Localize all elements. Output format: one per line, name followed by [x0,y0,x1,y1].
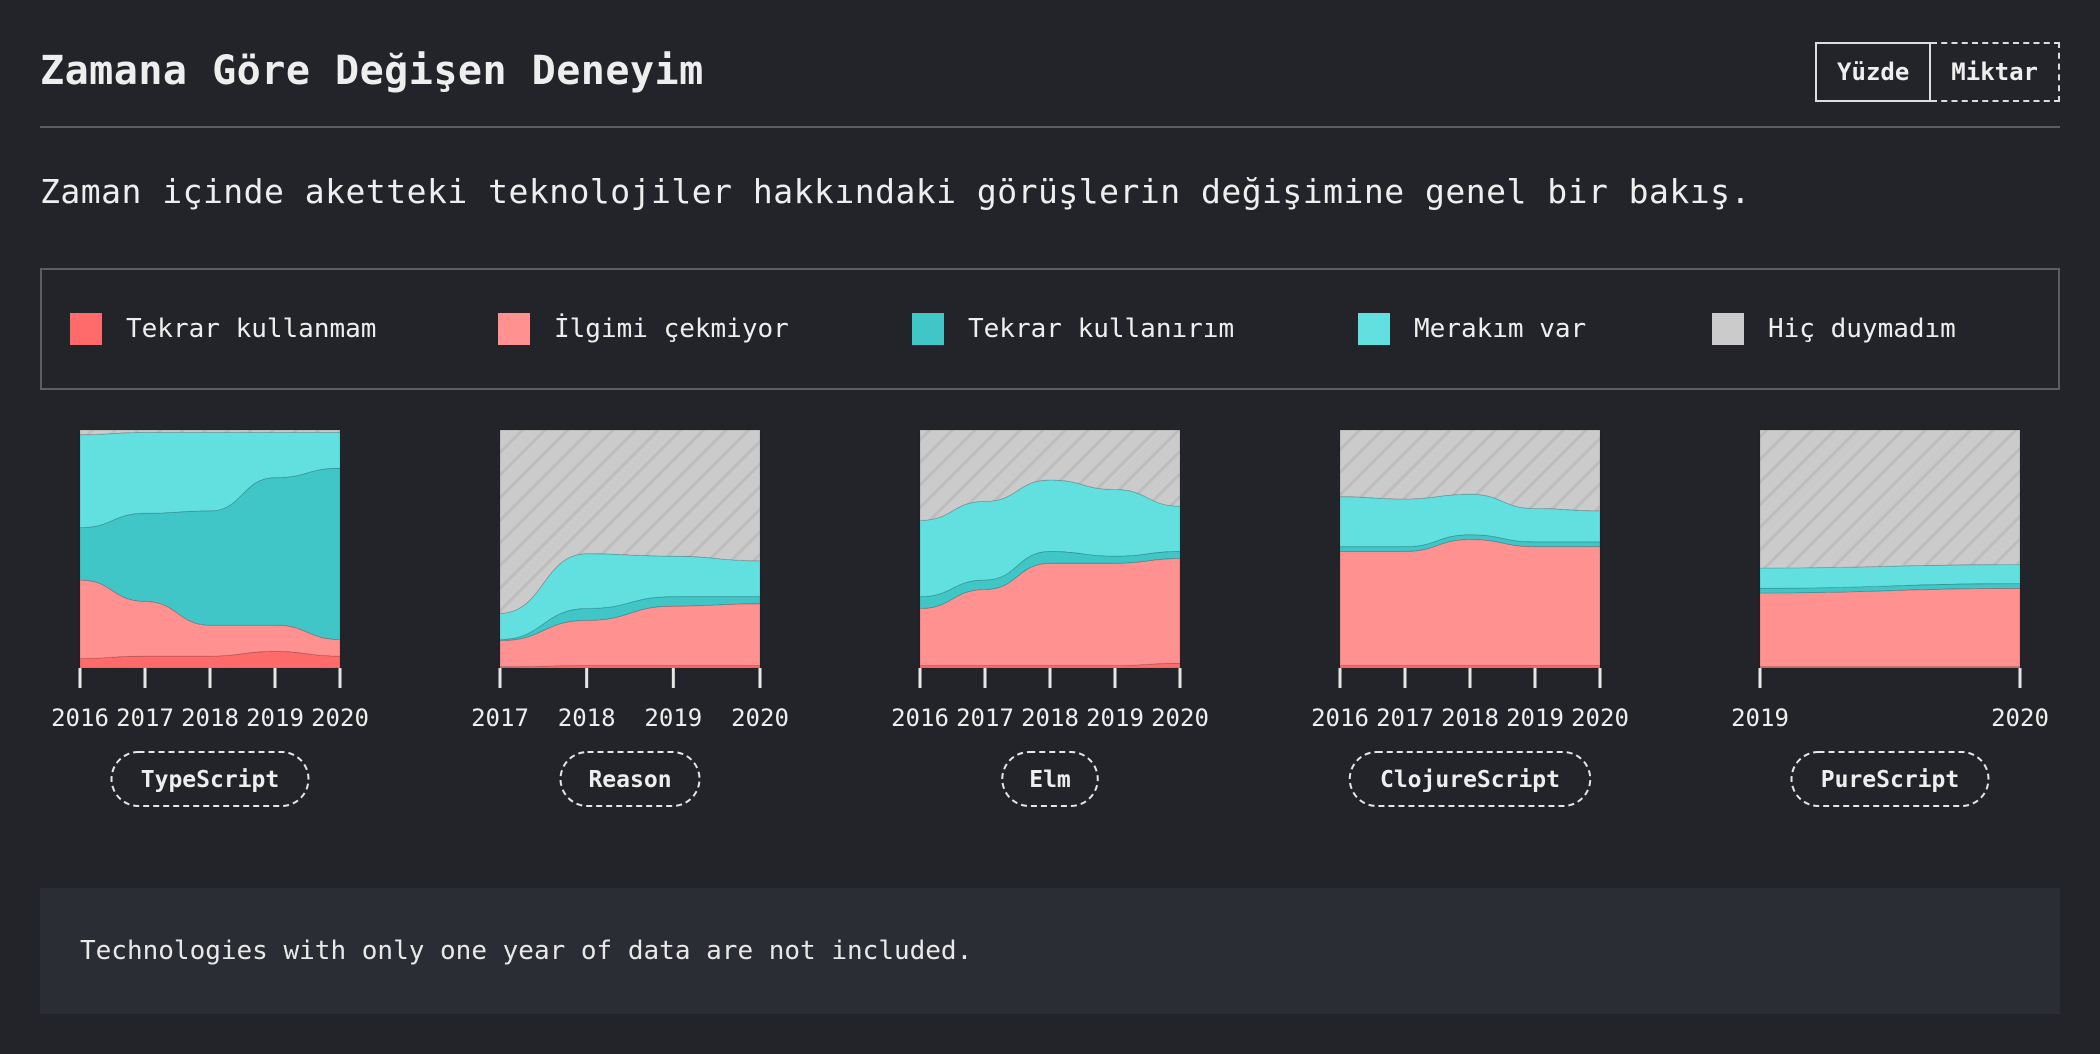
footnote: Technologies with only one year of data … [40,888,2060,1014]
area-hiç-duymadım[interactable] [919,429,1181,521]
chart-purescript: 2019 2020 PureScript [1731,429,2049,807]
x-axis-label: 2018 [1021,704,1079,732]
page-title: Zamana Göre Değişen Deneyim [40,48,704,94]
x-axis-label: 2020 [731,704,789,732]
legend: Tekrar kullanmam İlgimi çekmiyor Tekrar … [40,268,2060,390]
x-axis-label: 2016 [1311,704,1369,732]
x-axis-label: 2017 [116,704,174,732]
area-i̇lgimi-çekmiyor[interactable] [1339,538,1601,667]
legend-label: İlgimi çekmiyor [554,314,789,344]
header: Zamana Göre Değişen Deneyim Yüzde Miktar [40,40,2060,128]
chart-title: TypeScript [141,767,279,793]
x-axis-label: 2018 [1441,704,1499,732]
chart-title: ClojureScript [1380,767,1560,793]
chart-elm: 2016 2017 2018 2019 2020 Elm [891,429,1209,807]
percent-toggle-button[interactable]: Yüzde [1815,42,1932,102]
x-axis-label: 2020 [311,704,369,732]
area-hiç-duymadım[interactable] [1759,429,2021,569]
legend-swatch [1712,313,1744,345]
x-axis-label: 2019 [644,704,702,732]
x-axis-label: 2019 [246,704,304,732]
page-subtitle: Zaman içinde aketteki teknolojiler hakkı… [40,172,1751,211]
area-hiç-duymadım[interactable] [1339,429,1601,512]
legend-item-never-heard[interactable]: Hiç duymadım [1712,312,1956,346]
chart-title-pill[interactable] [1348,751,1592,807]
chart-title-pill[interactable] [1001,751,1099,807]
legend-swatch [912,313,944,345]
chart-title-pill[interactable] [110,751,310,807]
legend-label: Tekrar kullanmam [126,314,377,344]
legend-item-would-use[interactable]: Tekrar kullanırım [912,312,1234,346]
chart-title: PureScript [1821,767,1959,793]
x-axis-label: 2018 [558,704,616,732]
x-axis-label: 2019 [1731,704,1789,732]
chart-title-pill[interactable] [1790,751,1990,807]
x-axis-label: 2019 [1086,704,1144,732]
chart-title-pill[interactable] [559,751,701,807]
unit-toggle: Yüzde Miktar [1815,42,2060,102]
x-axis-label: 2017 [956,704,1014,732]
x-axis-label: 2016 [891,704,949,732]
area-hiç-duymadım[interactable] [499,429,761,614]
chart-title: Elm [1029,767,1071,793]
x-axis-label: 2020 [1991,704,2049,732]
chart-typescript: 2016 2017 2018 2019 2020 TypeScript [51,429,369,807]
x-axis-label: 2018 [181,704,239,732]
legend-label: Hiç duymadım [1768,314,1956,344]
legend-item-not-interested[interactable]: İlgimi çekmiyor [498,312,789,346]
area-hiç-duymadım[interactable] [79,429,341,436]
legend-swatch [1358,313,1390,345]
x-axis-label: 2020 [1151,704,1209,732]
x-axis-label: 2016 [51,704,109,732]
legend-item-would-not-use[interactable]: Tekrar kullanmam [70,312,376,346]
x-axis-label: 2020 [1571,704,1629,732]
footnote-text: Technologies with only one year of data … [80,936,973,966]
x-axis-label: 2017 [471,704,529,732]
legend-swatch [498,313,530,345]
chart-reason: 2017 2018 2019 2020 Reason [471,429,789,807]
area-i̇lgimi-çekmiyor[interactable] [1759,587,2021,668]
legend-label: Merakım var [1414,314,1587,344]
amount-toggle-button[interactable]: Miktar [1931,42,2060,102]
legend-label: Tekrar kullanırım [968,314,1235,344]
x-axis-label: 2017 [1376,704,1434,732]
legend-item-interested[interactable]: Merakım var [1358,312,1586,346]
chart-clojurescript: 2016 2017 2018 2019 2020 ClojureScript [1311,429,1629,807]
x-axis-label: 2019 [1506,704,1564,732]
chart-title: Reason [588,767,671,793]
legend-swatch [70,313,102,345]
